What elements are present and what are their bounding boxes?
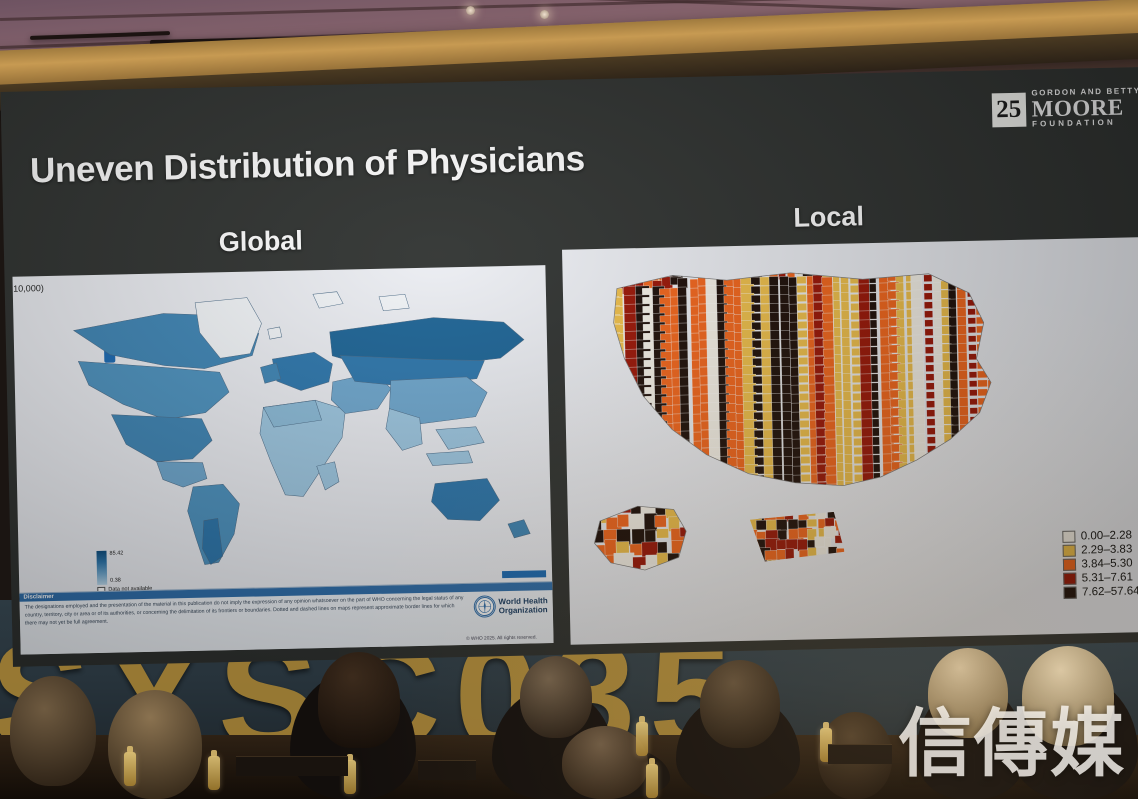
audience-head	[1022, 646, 1114, 746]
audience-head	[928, 648, 1008, 738]
legend-row: 0.00–2.28	[1062, 529, 1138, 543]
legend-swatch	[1063, 544, 1077, 557]
water-bottle	[124, 746, 136, 786]
audience-head	[10, 676, 96, 786]
name-placard	[418, 760, 476, 780]
ceiling-light-icon	[466, 6, 475, 15]
water-bottle	[646, 758, 658, 798]
legend-row: 5.31–7.61	[1063, 571, 1138, 585]
logo-line-2: MOORE	[1031, 94, 1124, 122]
legend-label: 5.31–7.61	[1081, 571, 1134, 585]
legend-row: 2.29–3.83	[1063, 543, 1138, 557]
audience-head	[562, 726, 648, 799]
global-map-panel: rs (per 10,000) st +	[12, 265, 554, 655]
legend-swatch	[1063, 586, 1078, 599]
legend-label: 0.00–2.28	[1080, 529, 1133, 543]
us-county-choropleth-svg	[593, 268, 994, 572]
presentation-slide: Uneven Distribution of Physicians 25 GOR…	[0, 67, 1138, 667]
legend-min-value: 0.38	[110, 577, 121, 584]
audience-head	[318, 652, 400, 748]
legend-label: 3.84–5.30	[1081, 557, 1133, 571]
local-map-panel: 0.00–2.28 2.29–3.83 3.84–5.30 5.31–7.61 7.62…	[562, 237, 1138, 645]
legend-swatch	[1063, 558, 1077, 571]
legend-row: 7.62–57.64	[1063, 585, 1138, 599]
legend-label: 2.29–3.83	[1081, 543, 1133, 557]
page-title: Uneven Distribution of Physicians	[29, 139, 586, 191]
panel-label-global: Global	[218, 225, 304, 258]
name-placard	[828, 744, 892, 764]
map-action-button[interactable]	[502, 570, 547, 579]
legend-swatch	[1062, 530, 1076, 543]
audience-head	[700, 660, 780, 748]
who-emblem-icon	[473, 595, 496, 618]
water-bottle	[636, 716, 648, 756]
logo-line-3: FOUNDATION	[1031, 117, 1116, 129]
moore-foundation-logo: 25 GORDON AND BETTY MOORE FOUNDATION	[991, 86, 1138, 129]
who-disclaimer: Disclaimer The designations employed and…	[19, 581, 554, 655]
water-bottle	[208, 750, 220, 790]
disclaimer-text: The designations employed and the presen…	[24, 595, 464, 627]
legend-label: 7.62–57.64	[1081, 585, 1138, 599]
who-name-line-2: Organization	[498, 604, 548, 615]
ceiling-light-icon	[540, 10, 549, 19]
who-copyright: © WHO 2025. All rights reserved.	[466, 635, 537, 642]
legend-max-value: 85.42	[109, 550, 124, 557]
world-choropleth-svg	[73, 291, 531, 565]
audience-head	[520, 656, 592, 738]
who-branding: World Health Organization	[473, 593, 548, 618]
logo-25-mark: 25	[991, 92, 1027, 127]
panel-label-local: Local	[793, 201, 865, 233]
projection-screen: Uneven Distribution of Physicians 25 GOR…	[0, 47, 1138, 667]
legend-gradient	[96, 550, 108, 586]
name-placard	[236, 756, 348, 776]
legend-swatch	[1063, 572, 1077, 585]
media-watermark: 信傳媒	[898, 701, 1126, 787]
local-map-legend: 0.00–2.28 2.29–3.83 3.84–5.30 5.31–7.61 7.62…	[1062, 529, 1138, 601]
legend-row: 3.84–5.30	[1063, 557, 1138, 571]
audience-head	[108, 690, 202, 799]
